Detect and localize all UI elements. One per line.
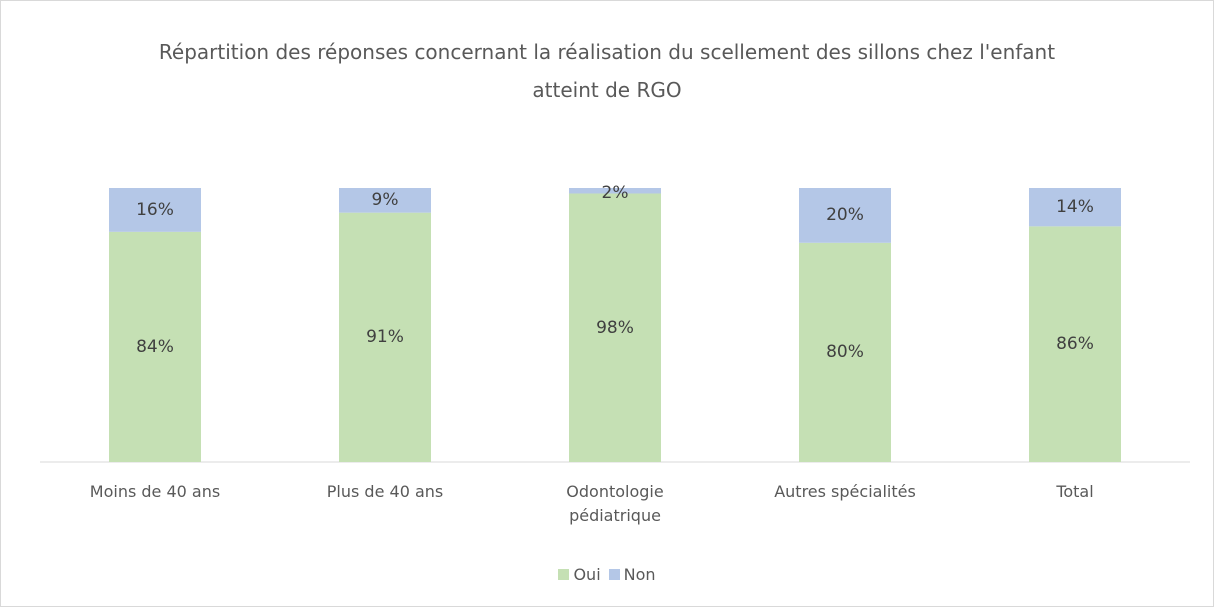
- legend: Oui Non: [0, 565, 1214, 584]
- bar-segment: [1029, 188, 1121, 227]
- data-label: 86%: [1056, 334, 1094, 355]
- legend-item: Non: [608, 565, 656, 584]
- legend-swatch: [558, 569, 570, 580]
- data-label: 98%: [596, 317, 634, 338]
- x-tick-label: Autres spécialités: [774, 482, 916, 501]
- x-tick-label: Odontologie pédiatrique: [566, 482, 664, 525]
- bar-segment: [339, 188, 431, 213]
- data-label: 20%: [826, 205, 864, 226]
- data-label: 91%: [366, 327, 404, 348]
- data-label: 14%: [1056, 197, 1094, 218]
- legend-swatch: [608, 569, 620, 580]
- legend-label: Non: [623, 565, 656, 584]
- x-tick-label: Total: [1056, 482, 1094, 501]
- data-label: 16%: [136, 199, 174, 220]
- bar-segment: [569, 193, 661, 463]
- bar-segment: [799, 242, 891, 462]
- chart-title: Répartition des réponses concernant la r…: [158, 40, 1056, 102]
- bar-segment: [109, 188, 201, 232]
- x-tick-label: Plus de 40 ans: [326, 482, 444, 501]
- data-label: 2%: [601, 183, 629, 203]
- bar-segment: [799, 188, 891, 243]
- x-tick-label: Moins de 40 ans: [89, 482, 221, 501]
- legend-label: Oui: [573, 565, 601, 584]
- bar-segment: [109, 231, 201, 462]
- data-label: 80%: [826, 342, 864, 363]
- data-label: 84%: [136, 336, 174, 357]
- legend-item: Oui: [558, 565, 601, 584]
- bar-segment: [339, 212, 431, 462]
- bar-segment: [569, 188, 661, 194]
- bar-segment: [1029, 226, 1121, 462]
- data-label: 9%: [371, 190, 399, 211]
